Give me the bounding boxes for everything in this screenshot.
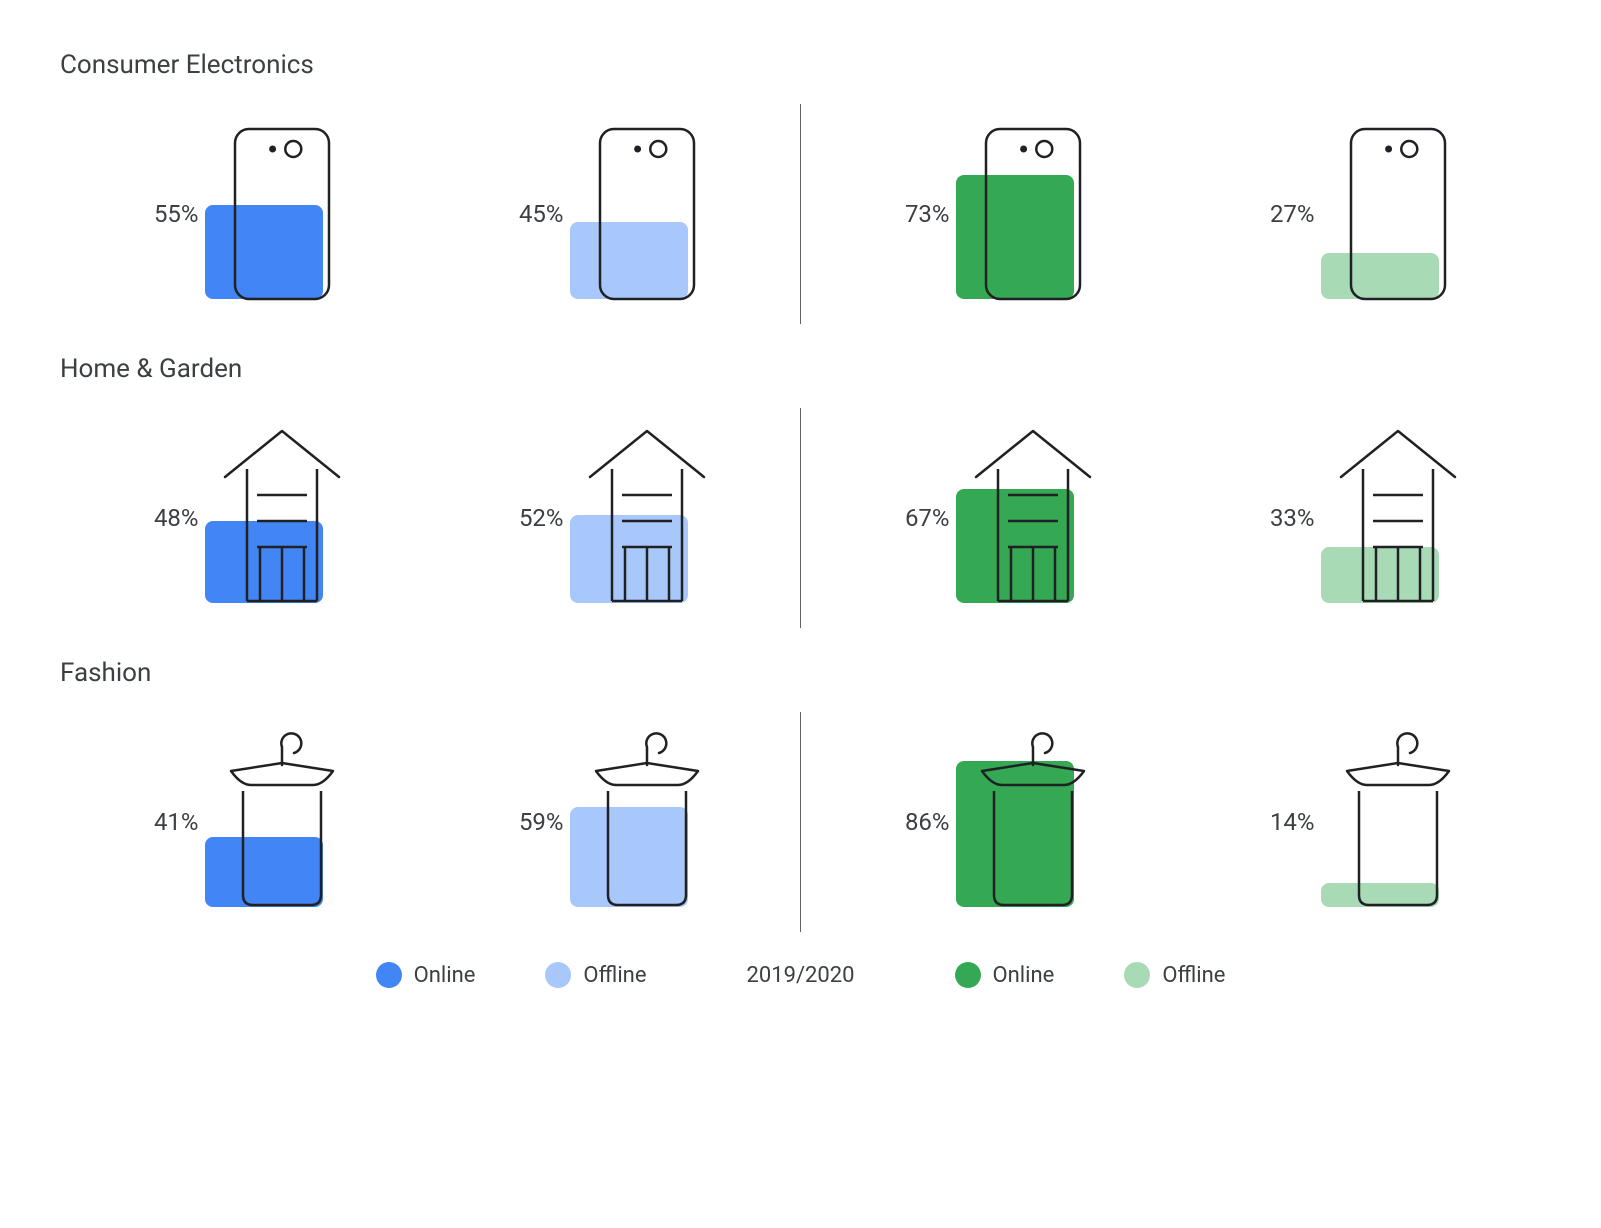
- percentage-label: 73%: [890, 200, 950, 228]
- percentage-label: 27%: [1255, 200, 1315, 228]
- data-cell: 48%: [139, 423, 347, 613]
- legend-label: Offline: [583, 963, 646, 988]
- vertical-divider: [800, 712, 801, 932]
- year-column: 48% 52%: [60, 423, 790, 613]
- house-icon: [1333, 423, 1463, 613]
- category-row: 48% 52% 67% 33%: [60, 408, 1541, 628]
- year-column: 86% 14%: [811, 727, 1541, 917]
- legend-center-label: 2019/2020: [747, 963, 855, 988]
- category-label: Consumer Electronics: [60, 50, 1541, 80]
- data-cell: 52%: [504, 423, 712, 613]
- legend-item-online-left: Online: [376, 962, 476, 988]
- legend-swatch: [955, 962, 981, 988]
- data-cell: 14%: [1255, 727, 1463, 917]
- legend-item-offline-left: Offline: [545, 962, 646, 988]
- data-cell: 55%: [139, 119, 347, 309]
- year-column: 55% 45%: [60, 119, 790, 309]
- legend: Online Offline 2019/2020 Online Offline: [60, 962, 1541, 988]
- legend-item-offline-right: Offline: [1124, 962, 1225, 988]
- percentage-label: 14%: [1255, 808, 1315, 836]
- hanger-icon: [217, 727, 347, 917]
- data-cell: 86%: [890, 727, 1098, 917]
- house-icon: [968, 423, 1098, 613]
- percentage-label: 33%: [1255, 504, 1315, 532]
- year-column: 41% 59%: [60, 727, 790, 917]
- hanger-icon: [968, 727, 1098, 917]
- percentage-label: 55%: [139, 200, 199, 228]
- legend-item-online-right: Online: [955, 962, 1055, 988]
- category-label: Home & Garden: [60, 354, 1541, 384]
- data-cell: 27%: [1255, 119, 1463, 309]
- vertical-divider: [800, 104, 801, 324]
- category-row: 55% 45% 73% 27%: [60, 104, 1541, 324]
- category-label: Fashion: [60, 658, 1541, 688]
- data-cell: 67%: [890, 423, 1098, 613]
- phone-icon: [582, 119, 712, 309]
- data-cell: 73%: [890, 119, 1098, 309]
- phone-icon: [1333, 119, 1463, 309]
- vertical-divider: [800, 408, 801, 628]
- hanger-icon: [1333, 727, 1463, 917]
- legend-label: Offline: [1162, 963, 1225, 988]
- data-cell: 45%: [504, 119, 712, 309]
- percentage-label: 67%: [890, 504, 950, 532]
- data-cell: 59%: [504, 727, 712, 917]
- percentage-label: 41%: [139, 808, 199, 836]
- infographic-root: Consumer Electronics 55% 45% 73% 27% Home…: [60, 50, 1541, 932]
- hanger-icon: [582, 727, 712, 917]
- legend-label: Online: [414, 963, 476, 988]
- year-column: 67% 33%: [811, 423, 1541, 613]
- percentage-label: 48%: [139, 504, 199, 532]
- phone-icon: [968, 119, 1098, 309]
- legend-swatch: [376, 962, 402, 988]
- category-row: 41% 59% 86% 14%: [60, 712, 1541, 932]
- percentage-label: 45%: [504, 200, 564, 228]
- percentage-label: 59%: [504, 808, 564, 836]
- percentage-label: 86%: [890, 808, 950, 836]
- legend-label: Online: [993, 963, 1055, 988]
- house-icon: [582, 423, 712, 613]
- year-column: 73% 27%: [811, 119, 1541, 309]
- phone-icon: [217, 119, 347, 309]
- legend-swatch: [545, 962, 571, 988]
- data-cell: 41%: [139, 727, 347, 917]
- data-cell: 33%: [1255, 423, 1463, 613]
- legend-swatch: [1124, 962, 1150, 988]
- house-icon: [217, 423, 347, 613]
- percentage-label: 52%: [504, 504, 564, 532]
